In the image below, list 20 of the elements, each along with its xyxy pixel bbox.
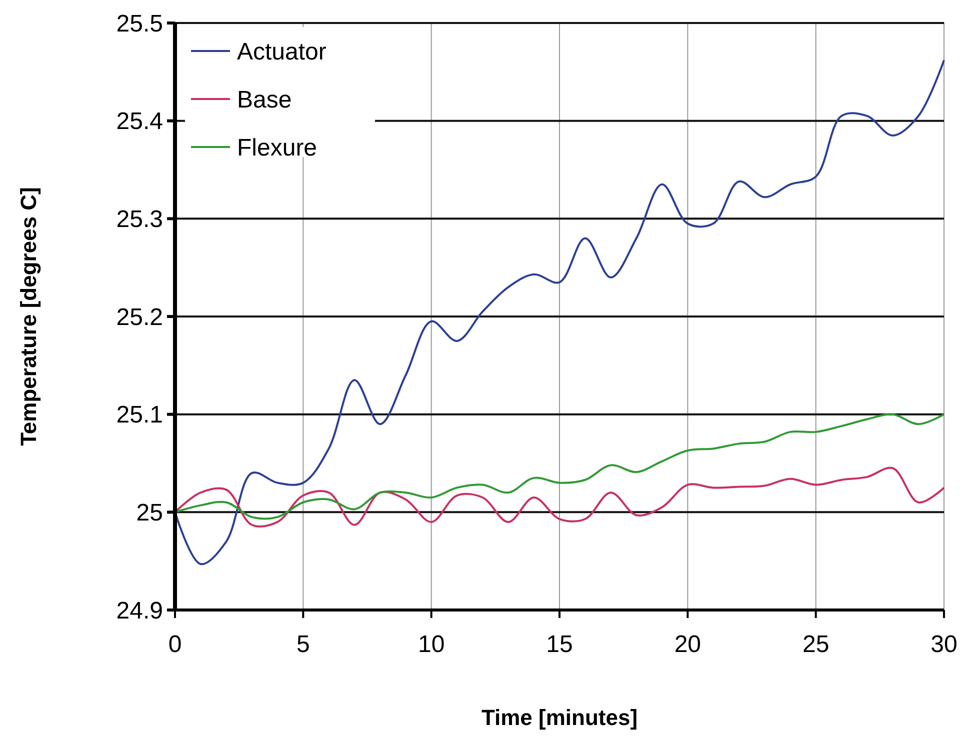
x-tick-label: 20: [674, 631, 702, 658]
y-tick-label: 25.4: [116, 108, 163, 136]
y-tick-label: 25.2: [116, 304, 163, 331]
legend-label: Base: [237, 86, 292, 114]
legend-label: Actuator: [237, 38, 326, 66]
y-tick-label: 25.5: [116, 10, 163, 38]
y-tick-label: 25.3: [116, 206, 163, 234]
x-axis-title: Time [minutes]: [481, 705, 638, 730]
x-tick-label: 0: [168, 631, 182, 658]
x-tick-label: 10: [418, 631, 445, 658]
y-tick-label: 25: [136, 500, 163, 527]
x-tick-label: 25: [802, 631, 830, 658]
x-tick-label: 30: [930, 631, 958, 658]
y-axis-title: Temperature [degrees C]: [16, 187, 41, 446]
x-tick-label: 5: [296, 631, 310, 658]
y-tick-label: 25.1: [116, 402, 163, 429]
line-series: [174, 59, 945, 566]
legend-label: Flexure: [237, 134, 318, 162]
y-tick-label: 24.9: [116, 597, 163, 624]
x-tick-label: 15: [546, 631, 573, 658]
